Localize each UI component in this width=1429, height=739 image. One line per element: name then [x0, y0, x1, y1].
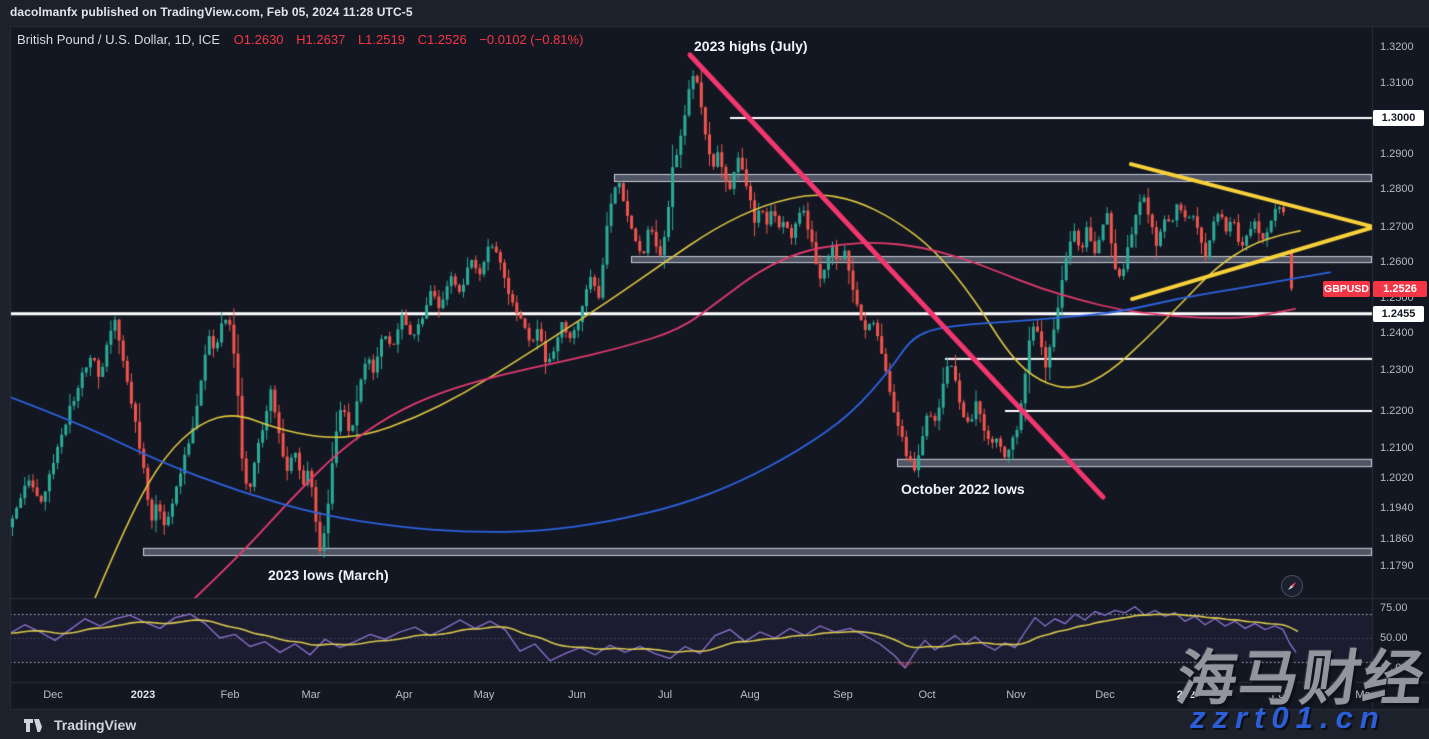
watermark-url-text: zzrt01.cn — [1190, 700, 1386, 735]
ohlc-close: C1.2526 — [417, 32, 467, 47]
time-tick-label: Dec — [43, 689, 63, 701]
price-tick-label: 1.2700 — [1380, 221, 1414, 233]
ohlc-open: O1.2630 — [233, 32, 284, 47]
price-tick-label: 1.2800 — [1380, 183, 1414, 195]
price-tick-label: 1.3200 — [1380, 41, 1414, 53]
ohlc-change: −0.0102 (−0.81%) — [479, 32, 584, 47]
attribution-text: dacolmanfx published on TradingView.com,… — [10, 5, 413, 19]
level-label-1-2455: 1.2455 — [1373, 306, 1424, 322]
price-tick-label: 1.1940 — [1380, 502, 1414, 514]
ohlc-high: H1.2637 — [296, 32, 346, 47]
time-tick-label: Aug — [740, 689, 760, 701]
time-tick-label: Jul — [657, 689, 673, 701]
ohlc-low: L1.2519 — [357, 32, 405, 47]
time-tick-label: Apr — [395, 689, 413, 701]
rsi-value-label: 50.00 — [1380, 632, 1408, 644]
time-tick-label: Ma — [1355, 689, 1371, 701]
annotation-2023-lows: 2023 lows (March) — [268, 567, 389, 583]
time-tick-label: Jun — [568, 689, 586, 701]
compass-button[interactable] — [1281, 575, 1303, 597]
price-axis[interactable]: 1.3200 1.3100 1.3000 1.2900 1.2800 1.2700 1.26… — [1372, 26, 1429, 710]
time-tick-label: Dec — [1095, 689, 1115, 701]
time-tick-label: Oct — [918, 689, 936, 701]
symbol-title: British Pound / U.S. Dollar, 1D, ICE — [17, 32, 221, 47]
tradingview-logo-text: TradingView — [54, 717, 137, 733]
price-tick-label: 1.2300 — [1380, 364, 1414, 376]
gbpusd-symbol-badge: GBPUSD — [1323, 281, 1370, 297]
time-tick-label: Feb — [1271, 689, 1291, 701]
price-tick-label: 1.1860 — [1380, 533, 1414, 545]
tradingview-logo[interactable]: TradingView — [24, 713, 136, 737]
time-tick-label: Feb — [220, 689, 240, 701]
tradingview-logo-icon — [24, 718, 45, 732]
annotation-october-2022-lows: October 2022 lows — [901, 481, 1025, 497]
price-tick-label: 1.2900 — [1380, 148, 1414, 160]
rsi-value-label: 25.00 — [1380, 662, 1408, 674]
price-tick-label: 1.2400 — [1380, 327, 1414, 339]
price-tick-label: 1.1790 — [1380, 560, 1414, 572]
price-tick-label: 1.2020 — [1380, 472, 1414, 484]
price-tick-label: 1.2200 — [1380, 405, 1414, 417]
time-tick-label: Sep — [833, 689, 853, 701]
annotation-2023-highs: 2023 highs (July) — [694, 38, 808, 54]
price-tick-label: 1.2100 — [1380, 442, 1414, 454]
symbol-header: British Pound / U.S. Dollar, 1D, ICE O1.… — [17, 32, 583, 47]
time-tick-label: Nov — [1006, 689, 1026, 701]
time-tick-label: 2023 — [130, 689, 156, 701]
time-tick-label: 2024 — [1176, 689, 1202, 701]
price-tick-label: 1.2600 — [1380, 256, 1414, 268]
time-tick-label: Mar — [301, 689, 321, 701]
price-tick-label: 1.3100 — [1380, 77, 1414, 89]
rsi-value-label: 75.00 — [1380, 602, 1408, 614]
level-label-1-3000: 1.3000 — [1373, 110, 1424, 126]
last-price-badge: 1.2526 — [1373, 281, 1427, 297]
compass-icon — [1288, 582, 1296, 590]
time-tick-label: May — [473, 689, 495, 701]
time-axis[interactable]: Dec 2023 Feb Mar Apr May Jun Jul Aug Sep Oct Nov Dec… — [10, 682, 1372, 710]
